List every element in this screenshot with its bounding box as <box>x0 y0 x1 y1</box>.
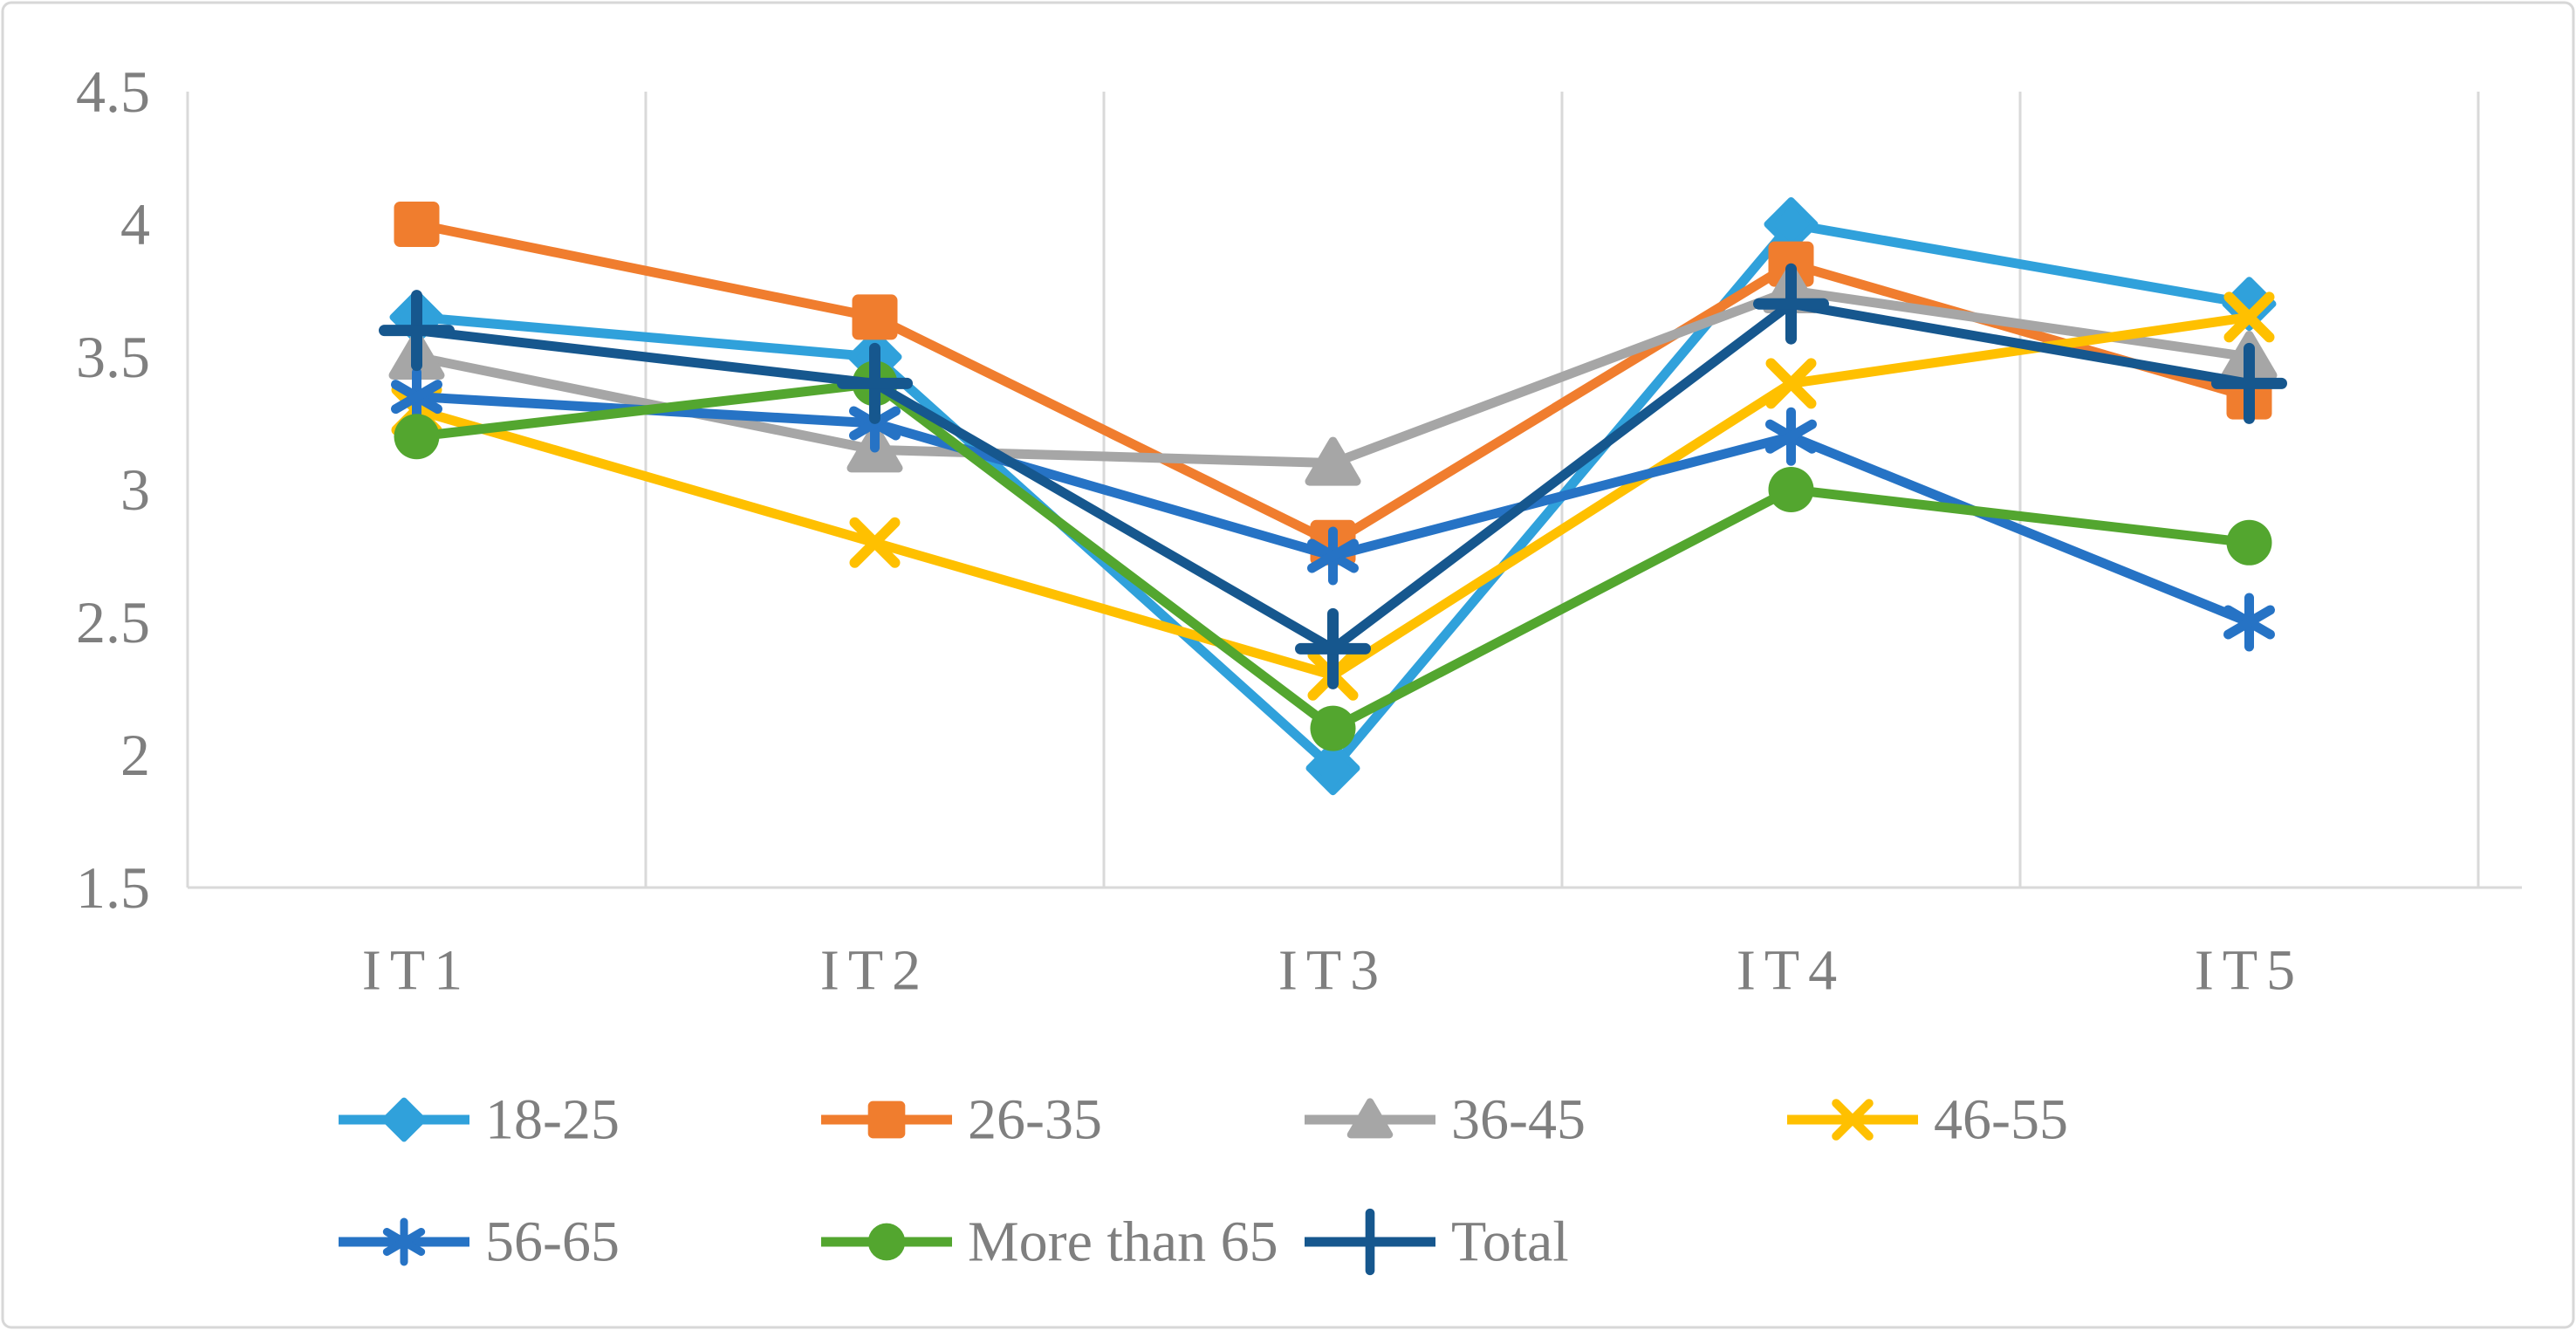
plus-marker-icon <box>837 342 913 424</box>
plus-marker-icon <box>1753 263 1829 345</box>
x-category-label: IT5 <box>2195 939 2304 1003</box>
legend-label: 36-45 <box>1451 1088 1586 1152</box>
legend-item-18-25: 18-25 <box>339 1088 620 1152</box>
x-marker-icon <box>1832 1099 1874 1141</box>
asterisk-marker-icon <box>391 367 442 427</box>
square-marker-icon <box>867 1100 906 1139</box>
series-total <box>379 263 2287 689</box>
asterisk-marker-icon <box>382 1217 426 1266</box>
plus-marker-icon <box>379 290 455 372</box>
legend-item-46-55: 46-55 <box>1787 1088 2068 1152</box>
series-36-45 <box>388 264 2278 486</box>
asterisk-marker-icon <box>2223 593 2275 652</box>
y-tick-label: 3 <box>120 456 150 523</box>
legend-label: 56-65 <box>485 1210 620 1274</box>
diamond-marker-icon <box>381 1097 427 1142</box>
square-marker-icon <box>852 294 898 340</box>
legend-label: 26-35 <box>968 1088 1102 1152</box>
triangle-marker-icon <box>1346 1098 1394 1139</box>
x-marker-icon <box>1765 358 1817 409</box>
legend-item-26-35: 26-35 <box>821 1088 1102 1152</box>
legend-label: More than 65 <box>968 1210 1278 1274</box>
legend-item-total: Total <box>1305 1208 1569 1276</box>
legend-label: Total <box>1451 1210 1569 1274</box>
legend-label: 46-55 <box>1934 1088 2068 1152</box>
asterisk-marker-icon <box>1765 407 1817 466</box>
legend-label: 18-25 <box>485 1088 620 1152</box>
x-marker-icon <box>849 517 901 568</box>
x-marker-icon <box>2223 291 2275 343</box>
square-marker-icon <box>394 202 440 247</box>
x-category-label: IT4 <box>1737 939 1846 1003</box>
series-line <box>412 219 2254 548</box>
y-tick-label: 2 <box>120 722 150 788</box>
circle-marker-icon <box>2226 519 2272 566</box>
y-tick-label: 4 <box>120 191 150 257</box>
circle-marker-icon <box>867 1223 906 1261</box>
plus-marker-icon <box>2211 342 2287 424</box>
x-category-label: IT1 <box>362 939 471 1003</box>
legend-item-36-45: 36-45 <box>1305 1088 1586 1152</box>
asterisk-marker-icon <box>1307 526 1359 586</box>
legend-item-56-65: 56-65 <box>339 1210 620 1274</box>
circle-marker-icon <box>1768 467 1814 512</box>
circle-marker-icon <box>1310 705 1356 751</box>
x-category-label: IT3 <box>1278 939 1387 1003</box>
circle-marker-icon <box>394 414 440 460</box>
plus-marker-icon <box>1339 1208 1401 1276</box>
series-more-than-65 <box>394 360 2272 751</box>
diamond-marker-icon <box>1305 741 1360 796</box>
series-18-25 <box>389 197 2277 796</box>
x-category-label: IT2 <box>820 939 929 1003</box>
y-tick-label: 2.5 <box>76 589 150 655</box>
y-tick-label: 3.5 <box>76 324 150 390</box>
triangle-marker-icon <box>1305 436 1361 486</box>
legend-item-more-than-65: More than 65 <box>821 1210 1278 1274</box>
y-tick-label: 1.5 <box>76 854 150 921</box>
y-tick-label: 4.5 <box>76 58 150 125</box>
plus-marker-icon <box>1295 607 1371 689</box>
